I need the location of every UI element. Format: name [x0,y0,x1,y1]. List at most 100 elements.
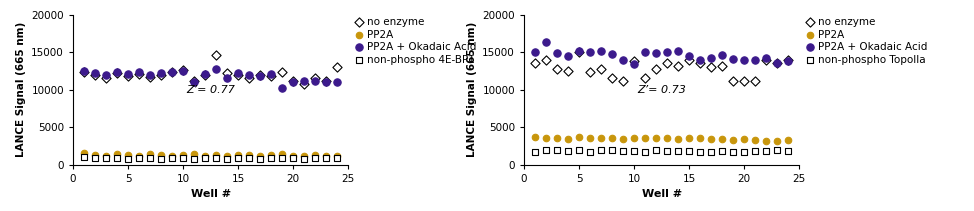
Point [285,156,301,160]
Point [165,70,180,73]
Point [693,59,708,62]
Point [693,62,708,65]
Text: Z’= 0.77: Z’= 0.77 [186,85,235,95]
Point [275,152,290,156]
Point [142,152,158,156]
Point [549,137,565,140]
Point [109,70,125,73]
Point [593,136,609,139]
Point [703,137,719,141]
Point [715,149,730,153]
Point [285,154,301,157]
Point [175,153,191,157]
Point [670,137,686,141]
Point [726,138,741,142]
Point [109,156,125,160]
Point [76,155,92,159]
Point [198,72,213,76]
Point [76,69,92,73]
Point [296,82,312,85]
Point [572,148,587,151]
Point [726,79,741,82]
Point [682,149,697,153]
Point [549,51,565,55]
Point [539,149,554,152]
Point [649,149,664,152]
Point [527,150,543,154]
Point [208,153,224,157]
Point [308,156,323,160]
Point [98,73,114,76]
Point [98,156,114,160]
Point [670,49,686,52]
Point [153,72,169,75]
Point [252,157,268,160]
X-axis label: Well #: Well # [642,189,682,199]
Point [88,72,103,75]
Point [582,136,598,139]
Point [318,79,334,82]
Point [582,71,598,74]
Point [572,50,587,53]
Point [308,77,323,80]
Point [275,70,290,73]
Point [560,69,576,73]
Point [142,73,158,76]
Point [593,49,609,52]
Point [780,138,796,142]
Point [329,80,345,84]
Point [76,152,92,155]
Point [208,156,224,160]
Point [296,157,312,160]
Point [769,149,785,152]
Point [76,71,92,74]
Legend: no enzyme, PP2A, PP2A + Okadaic Acid, non-phospho 4E-BP1: no enzyme, PP2A, PP2A + Okadaic Acid, no… [354,17,476,65]
Point [539,58,554,61]
Point [109,72,125,75]
Point [693,137,708,140]
Point [780,149,796,153]
Point [285,79,301,82]
Point [308,153,323,157]
Point [703,65,719,69]
Point [142,156,158,160]
Point [616,149,631,153]
Point [560,137,576,141]
Point [98,77,114,80]
Point [264,72,280,76]
Point [780,60,796,63]
Point [703,150,719,154]
Point [626,149,642,153]
Point [572,50,587,54]
Point [549,148,565,151]
Point [175,69,191,73]
Point [604,52,619,55]
Point [88,156,103,160]
Point [582,50,598,54]
Point [131,156,147,160]
Point [616,58,631,61]
Point [198,73,213,76]
Point [759,139,774,142]
Point [527,61,543,64]
Point [264,74,280,78]
Point [198,154,213,157]
Point [715,54,730,57]
Point [637,136,653,139]
Point [726,57,741,61]
Point [736,150,752,154]
Point [715,64,730,67]
Point [165,154,180,157]
Point [242,153,257,157]
Point [604,149,619,152]
Point [649,67,664,70]
Point [759,58,774,61]
Point [682,58,697,61]
Point [527,135,543,139]
Point [682,54,697,58]
Point [736,58,752,61]
Point [219,154,235,157]
Point [759,57,774,60]
Point [285,80,301,84]
Point [231,73,246,76]
